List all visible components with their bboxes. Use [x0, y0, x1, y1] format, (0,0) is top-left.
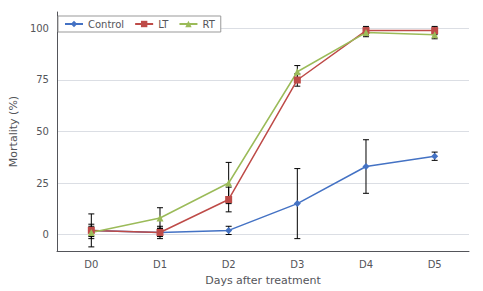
svg-text:D5: D5	[428, 259, 442, 270]
svg-text:D0: D0	[84, 259, 98, 270]
svg-text:Days after treatment: Days after treatment	[205, 274, 321, 287]
svg-text:75: 75	[36, 74, 49, 85]
svg-text:D2: D2	[222, 259, 236, 270]
svg-text:Mortality (%): Mortality (%)	[7, 96, 20, 167]
svg-text:25: 25	[36, 178, 49, 189]
svg-text:D4: D4	[359, 259, 373, 270]
svg-text:LT: LT	[158, 19, 169, 30]
svg-text:0: 0	[43, 229, 49, 240]
svg-text:RT: RT	[202, 19, 215, 30]
svg-text:100: 100	[30, 23, 49, 34]
svg-text:50: 50	[36, 126, 49, 137]
svg-text:D3: D3	[290, 259, 304, 270]
svg-text:D1: D1	[153, 259, 167, 270]
svg-text:Control: Control	[88, 19, 124, 30]
